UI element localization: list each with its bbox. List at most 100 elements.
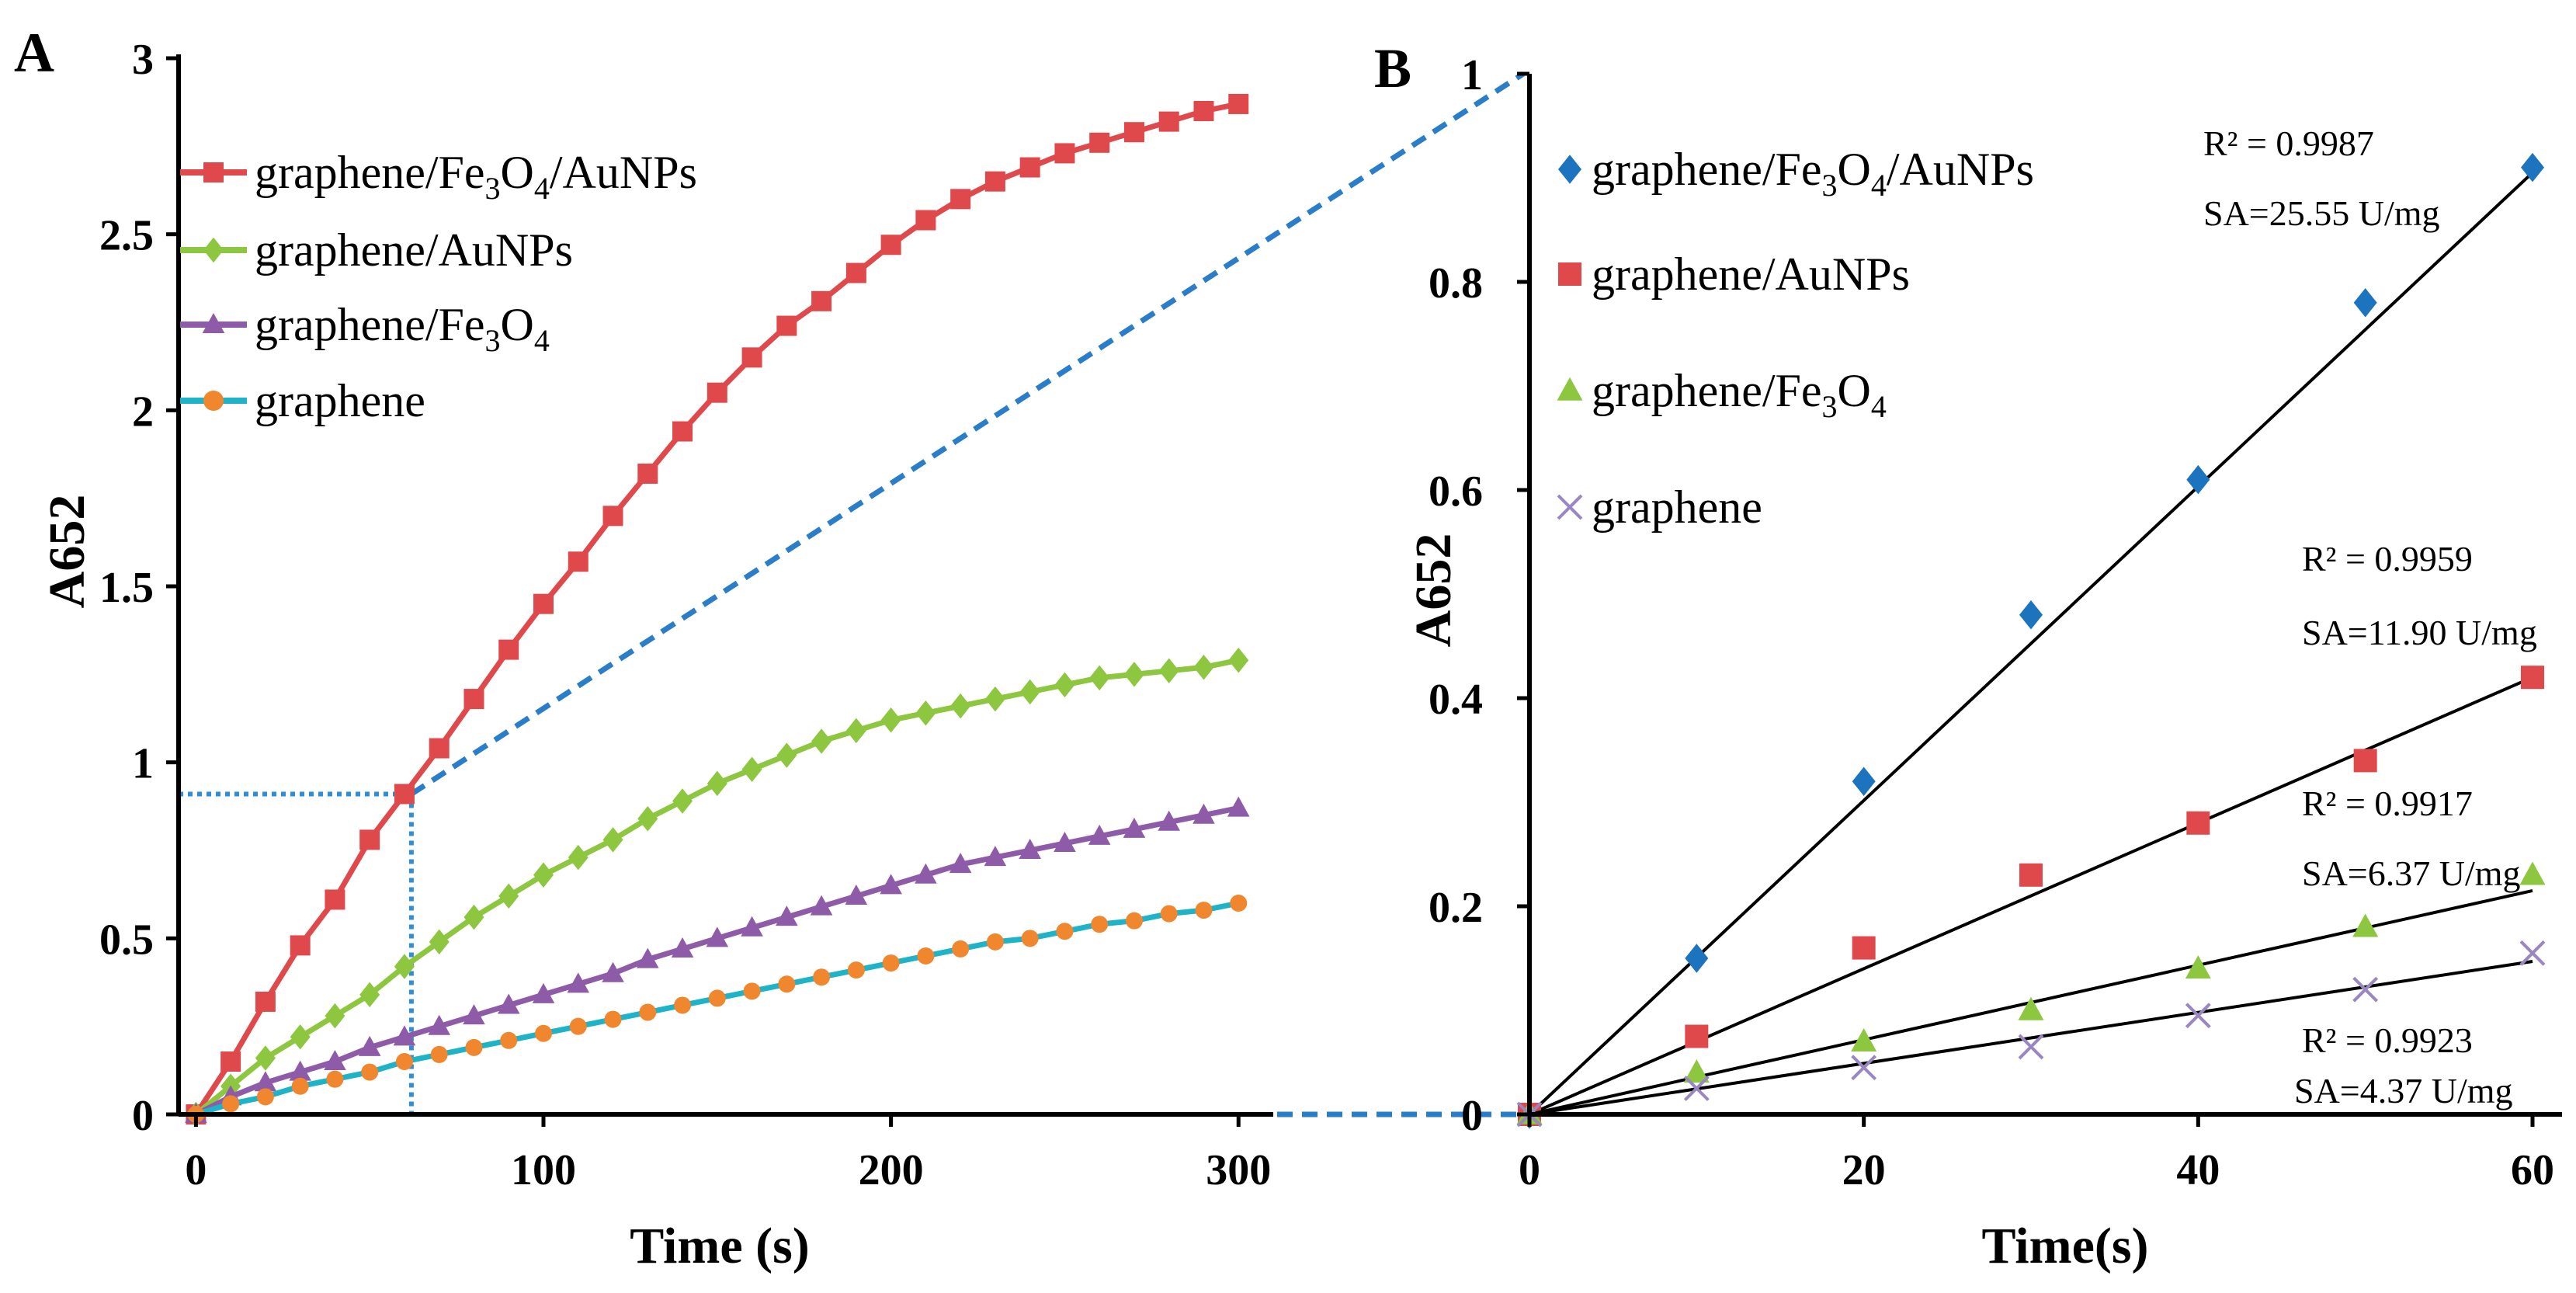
panel-a-series-2 (185, 796, 1250, 1124)
panel-a-data-point (845, 262, 866, 283)
panel-a-data-point (567, 972, 590, 993)
panel-b-series-1 (1518, 666, 2544, 1126)
panel-a-data-point (741, 756, 762, 782)
panel-b-data-point (2519, 940, 2546, 966)
panel-a-data-point (533, 593, 554, 614)
panel-a-data-point (639, 1003, 657, 1021)
panel-b-y-tick-label: 0.6 (1429, 467, 1483, 516)
panel-a-legend-swatch-marker (203, 162, 224, 182)
panel-a-data-point (637, 463, 658, 484)
panel-a-data-point (1158, 810, 1181, 831)
panel-b-legend-label: graphene (1592, 481, 1762, 533)
panel-a-data-point (1193, 655, 1214, 680)
panel-a-data-point (463, 689, 484, 710)
panel-b-data-point (1685, 1024, 1709, 1048)
panel-b-data-point (1683, 1076, 1710, 1101)
panel-a-legend-swatch-marker (202, 313, 225, 334)
panel-b-data-point (2353, 288, 2377, 318)
panel-a-data-point (1088, 824, 1111, 845)
panel-a-legend-label: graphene/Fe3O4/AuNPs (255, 147, 697, 206)
panel-a-data-point (950, 693, 971, 719)
panel-b-legend-swatch-marker (1557, 494, 1583, 520)
panel-a-data-point (358, 1035, 381, 1056)
panel-a-data-point (778, 975, 796, 993)
panel-b-x-axis-title: Time(s) (1981, 1218, 2148, 1274)
panel-a-y-tick-label: 1.5 (99, 564, 154, 612)
panel-a-data-point (952, 940, 970, 958)
panel-b-r2-label: R² = 0.9923 (2302, 1020, 2473, 1060)
panel-a-data-point (498, 639, 519, 660)
panel-a-data-point (254, 1071, 277, 1092)
panel-a-data-point (882, 954, 900, 972)
panel-b-x-tick-label: 20 (1842, 1146, 1886, 1194)
panel-a-data-point (880, 235, 901, 255)
panel-a-data-point (1089, 132, 1110, 153)
panel-a-data-point (291, 1077, 309, 1095)
panel-a-x-axis-title: Time (s) (630, 1218, 810, 1274)
panel-a-x-tick-label: 100 (511, 1146, 576, 1194)
panel-b-r2-label: R² = 0.9959 (2302, 539, 2473, 579)
panel-a-data-point (672, 421, 693, 442)
panel-b-data-point (2019, 600, 2043, 630)
panel-a-data-point (1158, 658, 1179, 684)
panel-a-series-line (194, 657, 1239, 1117)
panel-a-data-point (1054, 831, 1076, 852)
panel-b: B 0 0.2 0.4 0.6 0.8 1 0 20 40 60 A652 Time(s) gra… (1374, 37, 2562, 1274)
panel-a-data-point (533, 862, 554, 888)
panel-b-y-axis-title: A652 (1405, 534, 1462, 648)
panel-a-data-point (463, 904, 484, 930)
panel-b-sa-label: SA=25.55 U/mg (2203, 193, 2440, 233)
panel-a-data-point (463, 1004, 485, 1025)
panel-b-data-point (2521, 666, 2544, 690)
panel-b-legend: graphene/Fe3O4/AuNPs graphene/AuNPs graphe… (1557, 144, 2034, 533)
panel-a-data-point (984, 171, 1005, 192)
panel-a-data-point (222, 1095, 240, 1113)
panel-a-data-point (776, 315, 797, 336)
panel-a-data-point (602, 961, 624, 982)
panel-a-data-point (1125, 912, 1143, 930)
panel-a-data-point (220, 1051, 241, 1072)
panel-a-data-point (361, 1063, 379, 1081)
panel-b-x-tick-label: 60 (2511, 1146, 2554, 1194)
panel-a-legend-label: graphene/Fe3O4 (255, 299, 550, 358)
panel-a-data-point (429, 738, 450, 759)
panel-a-label: A (14, 22, 54, 84)
panel-a-x-tick-label: 0 (185, 1146, 207, 1194)
panel-a-data-point (1227, 796, 1250, 817)
panel-a-data-point (950, 189, 971, 210)
panel-a-legend-swatch-marker (203, 237, 224, 263)
panel-b-data-point (1685, 944, 1709, 973)
panel-a-legend-label: graphene/AuNPs (255, 224, 573, 276)
panel-a-y-tick-label: 0 (132, 1092, 154, 1140)
panel-a-data-point (465, 1038, 483, 1056)
panel-a-data-point (636, 947, 659, 968)
panel-a-data-point (984, 686, 1005, 712)
panel-a-data-point (741, 347, 762, 368)
panel-a-data-point (917, 947, 935, 965)
panel-b-y-tick-label: 0.2 (1429, 884, 1483, 932)
panel-a-data-point (880, 707, 901, 733)
panel-a-legend-label: graphene (255, 375, 425, 426)
panel-b-legend-swatch-marker (1558, 262, 1581, 286)
panel-a-data-point (637, 805, 658, 832)
panel-b-data-point (2018, 1034, 2044, 1060)
panel-a-data-point (741, 916, 763, 937)
panel-a-data-point (880, 874, 902, 895)
panel-a-legend-swatch-marker (203, 391, 224, 411)
panel-b-data-point (1852, 766, 1876, 796)
panel-a-data-point (1193, 101, 1214, 121)
panel-a-y-tick-label: 2 (132, 388, 154, 436)
panel-a-data-point (359, 829, 380, 850)
panel-b-legend-label: graphene/Fe3O4 (1592, 365, 1887, 424)
panel-a-data-point (674, 996, 692, 1014)
panel-a-data-point (394, 954, 415, 979)
panel-a-data-point (1019, 839, 1041, 860)
panel-a-data-point (810, 895, 833, 916)
panel-a-data-point (915, 863, 937, 884)
panel-a-data-point (500, 1031, 518, 1049)
panel-a-data-point (1019, 679, 1040, 705)
panel-a-data-point (708, 989, 726, 1007)
panel-b-data-point (2519, 861, 2546, 885)
panel-a-data-point (1123, 122, 1144, 143)
panel-b-data-point (2352, 913, 2379, 937)
